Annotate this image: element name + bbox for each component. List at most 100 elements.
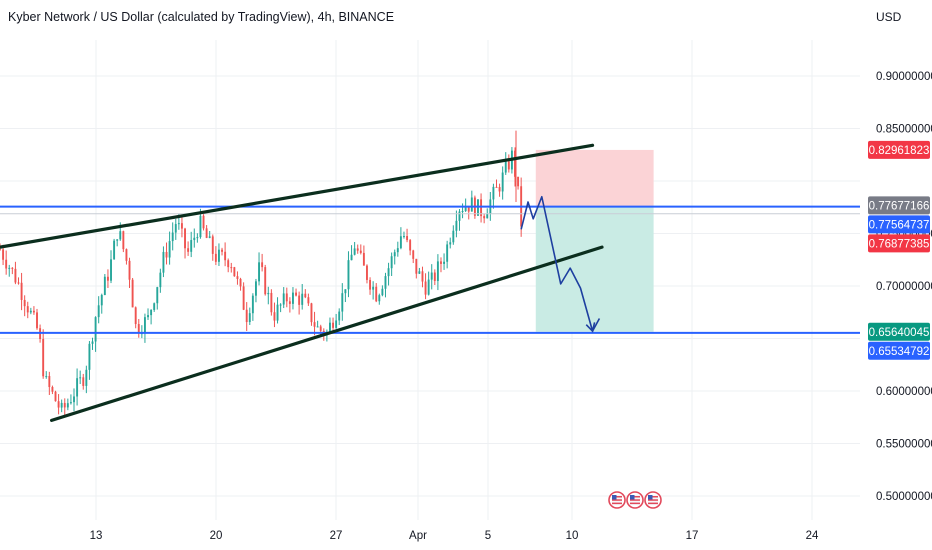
candle-body bbox=[313, 322, 316, 327]
price-badge-label: 0.77564737 bbox=[869, 219, 930, 231]
candle-body bbox=[103, 276, 106, 295]
candle-body bbox=[17, 282, 20, 284]
price-badges: 0.82961823 0.77677166 0.77564737 0.76877385… bbox=[868, 140, 930, 360]
candle-body bbox=[106, 276, 109, 281]
candle-body bbox=[171, 232, 174, 242]
candle-body bbox=[399, 236, 402, 249]
us-flag-event-icon[interactable] bbox=[626, 491, 644, 509]
candle-body bbox=[415, 258, 418, 274]
date-tick-label: 10 bbox=[566, 530, 579, 542]
candle-body bbox=[224, 251, 227, 261]
date-tick-label: 20 bbox=[210, 530, 223, 542]
candle-body bbox=[501, 172, 504, 192]
candle-body bbox=[147, 315, 149, 318]
price-badge bbox=[868, 322, 930, 341]
candle-body bbox=[298, 295, 301, 305]
candle-body bbox=[362, 252, 365, 266]
channel-lower-line bbox=[49, 245, 604, 422]
candle-body bbox=[267, 292, 270, 295]
candle-body bbox=[455, 220, 458, 231]
projection-path bbox=[520, 195, 601, 332]
candle-body bbox=[42, 338, 45, 377]
candle-body bbox=[51, 387, 54, 392]
candle-body bbox=[430, 272, 433, 280]
candle-body bbox=[168, 241, 171, 258]
candle-body bbox=[214, 253, 217, 262]
candle-body bbox=[498, 187, 501, 192]
candle-body bbox=[251, 295, 254, 314]
candle-body bbox=[359, 250, 362, 253]
price-tick-label: 0.50000000 bbox=[876, 491, 932, 503]
candle-body bbox=[461, 211, 464, 213]
candle-body bbox=[418, 271, 421, 274]
candle-body bbox=[384, 276, 387, 289]
candle-body bbox=[335, 320, 338, 328]
candle-body bbox=[403, 236, 405, 238]
candle-body bbox=[366, 265, 368, 280]
us-flag-event-icon[interactable] bbox=[644, 491, 662, 509]
candle-body bbox=[91, 341, 94, 344]
candle-body bbox=[285, 293, 288, 302]
candle-body bbox=[480, 199, 483, 217]
candle-body bbox=[258, 262, 260, 282]
candle-body bbox=[375, 286, 378, 302]
candle-body bbox=[495, 186, 498, 188]
candle-body bbox=[233, 267, 236, 277]
candle-body bbox=[261, 262, 264, 268]
candle-body bbox=[372, 286, 375, 290]
candle-body bbox=[227, 260, 230, 268]
candle-body bbox=[187, 248, 190, 252]
price-tick-label: 0.55000000 bbox=[876, 439, 932, 451]
candle-body bbox=[73, 396, 75, 403]
candle-body bbox=[347, 260, 350, 290]
price-badge-label: 0.76877385 bbox=[869, 238, 930, 250]
price-badge bbox=[868, 341, 930, 360]
price-badge-label: 0.65534792 bbox=[869, 346, 930, 358]
price-tick-label: 0.60000000 bbox=[876, 386, 932, 398]
date-tick-label: 5 bbox=[485, 530, 491, 542]
candle-body bbox=[378, 295, 381, 302]
candle-body bbox=[393, 252, 396, 257]
candle-body bbox=[202, 215, 205, 229]
candle-body bbox=[412, 250, 415, 259]
candle-body bbox=[316, 326, 319, 328]
candle-body bbox=[390, 256, 393, 269]
candle-body bbox=[82, 377, 85, 386]
drawings bbox=[0, 143, 860, 422]
date-tick-label: 17 bbox=[686, 530, 699, 542]
candle-body bbox=[36, 312, 38, 329]
candle-body bbox=[137, 324, 140, 334]
event-icons[interactable] bbox=[608, 491, 662, 509]
candle-body bbox=[177, 223, 180, 225]
candle-body bbox=[504, 161, 507, 173]
candle-body bbox=[79, 377, 82, 379]
candle-body bbox=[32, 310, 35, 313]
candle-body bbox=[85, 369, 88, 386]
candle-body bbox=[230, 267, 233, 269]
candle-body bbox=[446, 244, 449, 262]
candle-body bbox=[116, 239, 119, 241]
candle-body bbox=[514, 150, 516, 177]
candle-body bbox=[205, 228, 208, 238]
candle-body bbox=[8, 267, 11, 269]
candle-body bbox=[20, 282, 23, 300]
candle-body bbox=[94, 317, 97, 342]
date-axis: 13 20 27 Apr 5 10 17 24 bbox=[90, 530, 819, 542]
grid-lines bbox=[0, 40, 860, 520]
candle-body bbox=[45, 376, 48, 378]
chart-title: Kyber Network / US Dollar (calculated by… bbox=[8, 10, 395, 24]
candle-body bbox=[279, 304, 282, 306]
candle-body bbox=[110, 259, 112, 281]
candle-body bbox=[23, 299, 26, 307]
date-tick-label: 13 bbox=[90, 530, 103, 542]
candle-body bbox=[11, 267, 14, 269]
candle-body bbox=[29, 310, 32, 313]
projection-arrowhead bbox=[585, 322, 596, 333]
price-badge-label: 0.77677166 bbox=[869, 200, 930, 212]
candle-body bbox=[217, 249, 220, 262]
candle-body bbox=[369, 279, 372, 290]
candle-body bbox=[301, 293, 304, 305]
us-flag-event-icon[interactable] bbox=[608, 491, 626, 509]
candle-body bbox=[113, 240, 116, 260]
